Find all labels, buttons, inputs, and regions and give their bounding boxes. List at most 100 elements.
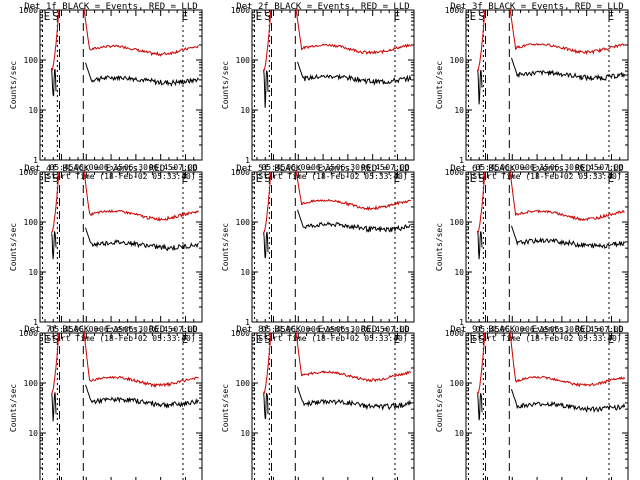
x-tick-label: 06:30: [550, 163, 574, 172]
panel-title: Det 4f BLACK = Events, RED = LLD: [24, 164, 197, 174]
x-tick-label: 07:00: [385, 163, 409, 172]
time-marker-e_left: E: [44, 172, 51, 185]
lld-series-line: [295, 169, 411, 211]
events-series-line: [51, 68, 57, 97]
events-series-line: [511, 389, 626, 413]
y-tick-label: 10: [28, 429, 38, 438]
panel-title: Det 8f BLACK = Events, RED = LLD: [236, 325, 409, 335]
panel-title: Det 6f BLACK = Events, RED = LLD: [450, 164, 623, 174]
y-tick-label: 10: [240, 106, 250, 115]
y-tick-label: 1000: [19, 168, 38, 177]
events-series-line: [85, 62, 200, 87]
events-series-line: [477, 392, 483, 421]
events-series-line: [297, 61, 412, 86]
lld-series-line: [83, 169, 199, 222]
y-tick-label: 1000: [231, 168, 250, 177]
y-tick-label: 1000: [231, 329, 250, 338]
time-marker-e_right: E: [182, 172, 189, 185]
detector-panel-8: Det 8f BLACK = Events, RED = LLD11010010…: [221, 325, 415, 480]
x-tick-label: 06:45: [149, 163, 173, 172]
x-tick-label: 05:45: [475, 163, 499, 172]
events-series-line: [297, 386, 412, 411]
x-tick-label: 06:30: [550, 325, 574, 334]
y-tick-label: 100: [236, 218, 251, 227]
y-tick-label: 100: [24, 379, 39, 388]
events-series-line: [511, 57, 626, 82]
x-tick-label: 07:00: [599, 163, 623, 172]
events-series-line: [51, 231, 57, 260]
time-marker-e_left: E: [44, 10, 51, 23]
time-marker-s: S: [264, 333, 271, 346]
events-series-line: [85, 227, 199, 252]
y-axis-label: Counts/sec: [221, 384, 230, 432]
panel-title: Det 3f BLACK = Events, RED = LLD: [450, 2, 623, 12]
plot-frame: [251, 9, 415, 161]
time-marker-e_left: E: [256, 333, 263, 346]
plot-frame: [39, 9, 203, 161]
x-tick-label: 06:00: [500, 325, 524, 334]
y-axis-label: Counts/sec: [435, 223, 444, 271]
events-series-line: [85, 384, 200, 409]
y-tick-label: 10: [454, 268, 464, 277]
events-series-line: [263, 231, 269, 259]
time-marker-e_right: E: [394, 172, 401, 185]
time-marker-e_left: E: [256, 10, 263, 23]
time-marker-s: S: [478, 172, 485, 185]
time-marker-e_right: E: [608, 10, 615, 23]
plot-frame: [465, 171, 629, 323]
y-tick-label: 1: [33, 156, 38, 165]
x-tick-label: 06:45: [361, 325, 385, 334]
lld-series-line: [51, 9, 60, 72]
y-axis-label: Counts/sec: [221, 61, 230, 109]
x-tick-label: 06:15: [525, 163, 549, 172]
lld-series-line: [509, 7, 626, 56]
detector-panel-4: Det 4f BLACK = Events, RED = LLD 1 10 100 10…: [9, 164, 203, 343]
x-tick-label: 05:45: [261, 325, 285, 334]
time-marker-e_right: E: [608, 172, 615, 185]
x-tick-label: 05:45: [475, 325, 499, 334]
x-tick-label: 06:15: [525, 325, 549, 334]
x-tick-label: 06:00: [286, 163, 310, 172]
lld-series-line: [477, 172, 486, 234]
time-marker-e_right: E: [394, 333, 401, 346]
time-marker-s: S: [52, 172, 59, 185]
y-tick-label: 1000: [445, 168, 464, 177]
time-marker-s: S: [478, 333, 485, 346]
detector-panel-7: Det 7f BLACK = Events, RED = LLD11010010…: [9, 325, 203, 480]
x-tick-label: 06:00: [74, 163, 98, 172]
time-marker-e_left: E: [470, 333, 477, 346]
x-tick-label: 06:45: [361, 163, 385, 172]
y-axis-label: Counts/sec: [435, 61, 444, 109]
plot-frame: [251, 171, 415, 323]
events-series-line: [297, 209, 411, 233]
x-axis-label: Start Time (18-Feb-02 05:33:40): [258, 172, 407, 181]
x-tick-label: 06:45: [575, 163, 599, 172]
x-tick-label: 06:00: [286, 325, 310, 334]
detector-panel-6: Det 6f BLACK = Events, RED = LLD 1 10 100 10…: [435, 164, 629, 343]
y-tick-label: 1: [245, 318, 250, 327]
x-tick-label: 06:15: [99, 325, 123, 334]
plot-frame: [39, 332, 203, 480]
panel-title: Det 7f BLACK = Events, RED = LLD: [24, 325, 197, 335]
y-tick-label: 10: [28, 268, 38, 277]
plot-frame: [465, 332, 629, 480]
y-axis-label: Counts/sec: [435, 384, 444, 432]
x-tick-label: 06:15: [311, 163, 335, 172]
time-marker-s: S: [264, 10, 271, 23]
y-tick-label: 100: [24, 56, 39, 65]
y-tick-label: 10: [28, 106, 38, 115]
panel-title: Det 2f BLACK = Events, RED = LLD: [236, 2, 409, 12]
y-tick-label: 100: [236, 56, 251, 65]
y-tick-label: 1: [459, 318, 464, 327]
x-tick-label: 06:30: [336, 325, 360, 334]
y-tick-label: 1000: [231, 6, 250, 15]
lld-series-line: [51, 332, 60, 396]
events-series-line: [51, 392, 57, 422]
time-marker-e_left: E: [470, 10, 477, 23]
plot-frame: [465, 9, 629, 161]
y-tick-label: 10: [240, 268, 250, 277]
plot-frame: [251, 332, 415, 480]
lld-series-line: [263, 172, 272, 234]
y-tick-label: 100: [24, 218, 39, 227]
events-series-line: [477, 69, 483, 105]
